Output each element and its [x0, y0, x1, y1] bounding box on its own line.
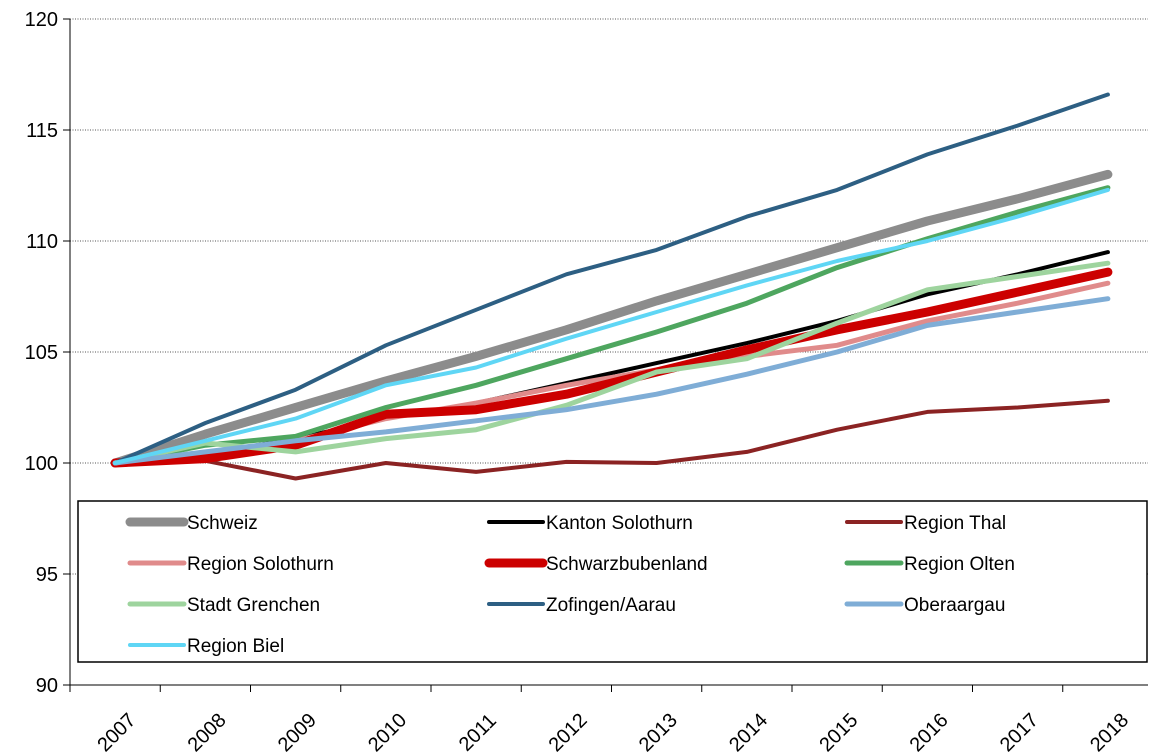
legend-label-6: Region Olten	[904, 554, 1015, 575]
series-line-8	[113, 92, 1110, 465]
legend-label-1: Schweiz	[187, 513, 258, 534]
x-tick-label-2015: 2015	[815, 709, 862, 753]
y-tick-label-120: 120	[25, 9, 58, 31]
x-tick-labels: 2007 2008 2009 2010 2011 2012 2013 2014 2015 2016…	[93, 709, 1133, 753]
legend-label-9: Oberaargau	[904, 595, 1005, 616]
legend-label-4: Region Solothurn	[187, 554, 334, 575]
x-tick-label-2012: 2012	[545, 709, 592, 753]
x-tick-label-2016: 2016	[906, 709, 953, 753]
y-tick-label-110: 110	[26, 231, 58, 253]
legend-label-7: Stadt Grenchen	[187, 595, 320, 616]
axes	[63, 18, 1148, 692]
y-tick-labels: 90 95 100 105 110 115 120	[25, 9, 58, 697]
y-tick-label-95: 95	[36, 564, 58, 586]
series-line-6	[112, 185, 1111, 466]
x-tick-label-2011: 2011	[455, 710, 501, 753]
legend-label-10: Region Biel	[187, 636, 284, 657]
y-tick-label-100: 100	[25, 453, 58, 475]
x-tick-label-2008: 2008	[184, 709, 231, 753]
series-line-1	[110, 169, 1113, 468]
x-tick-label-2013: 2013	[635, 709, 682, 753]
series-line-9	[112, 296, 1111, 466]
y-tick-label-90: 90	[36, 675, 58, 697]
series-line-3	[113, 398, 1110, 481]
y-tick-label-115: 115	[26, 120, 58, 142]
y-tick-label-105: 105	[25, 342, 58, 364]
series-line-10	[113, 187, 1110, 465]
x-tick-label-2010: 2010	[364, 709, 411, 753]
series-lines	[110, 92, 1113, 481]
x-tick-label-2007: 2007	[93, 709, 140, 753]
legend-label-3: Region Thal	[904, 513, 1006, 534]
legend-box	[77, 500, 1148, 663]
series-line-7	[112, 260, 1111, 466]
x-tick-label-2014: 2014	[725, 709, 772, 753]
series-line-5	[110, 267, 1113, 468]
x-tick-label-2017: 2017	[996, 709, 1043, 753]
legend: Schweiz Kanton Solothurn Region Thal Region…	[77, 500, 1148, 663]
x-tick-label-2009: 2009	[274, 709, 321, 753]
legend-label-2: Kanton Solothurn	[546, 513, 693, 534]
legend-label-5: Schwarzbubenland	[546, 554, 708, 575]
legend-label-8: Zofingen/Aarau	[546, 595, 676, 616]
x-tick-label-2018: 2018	[1086, 709, 1133, 753]
